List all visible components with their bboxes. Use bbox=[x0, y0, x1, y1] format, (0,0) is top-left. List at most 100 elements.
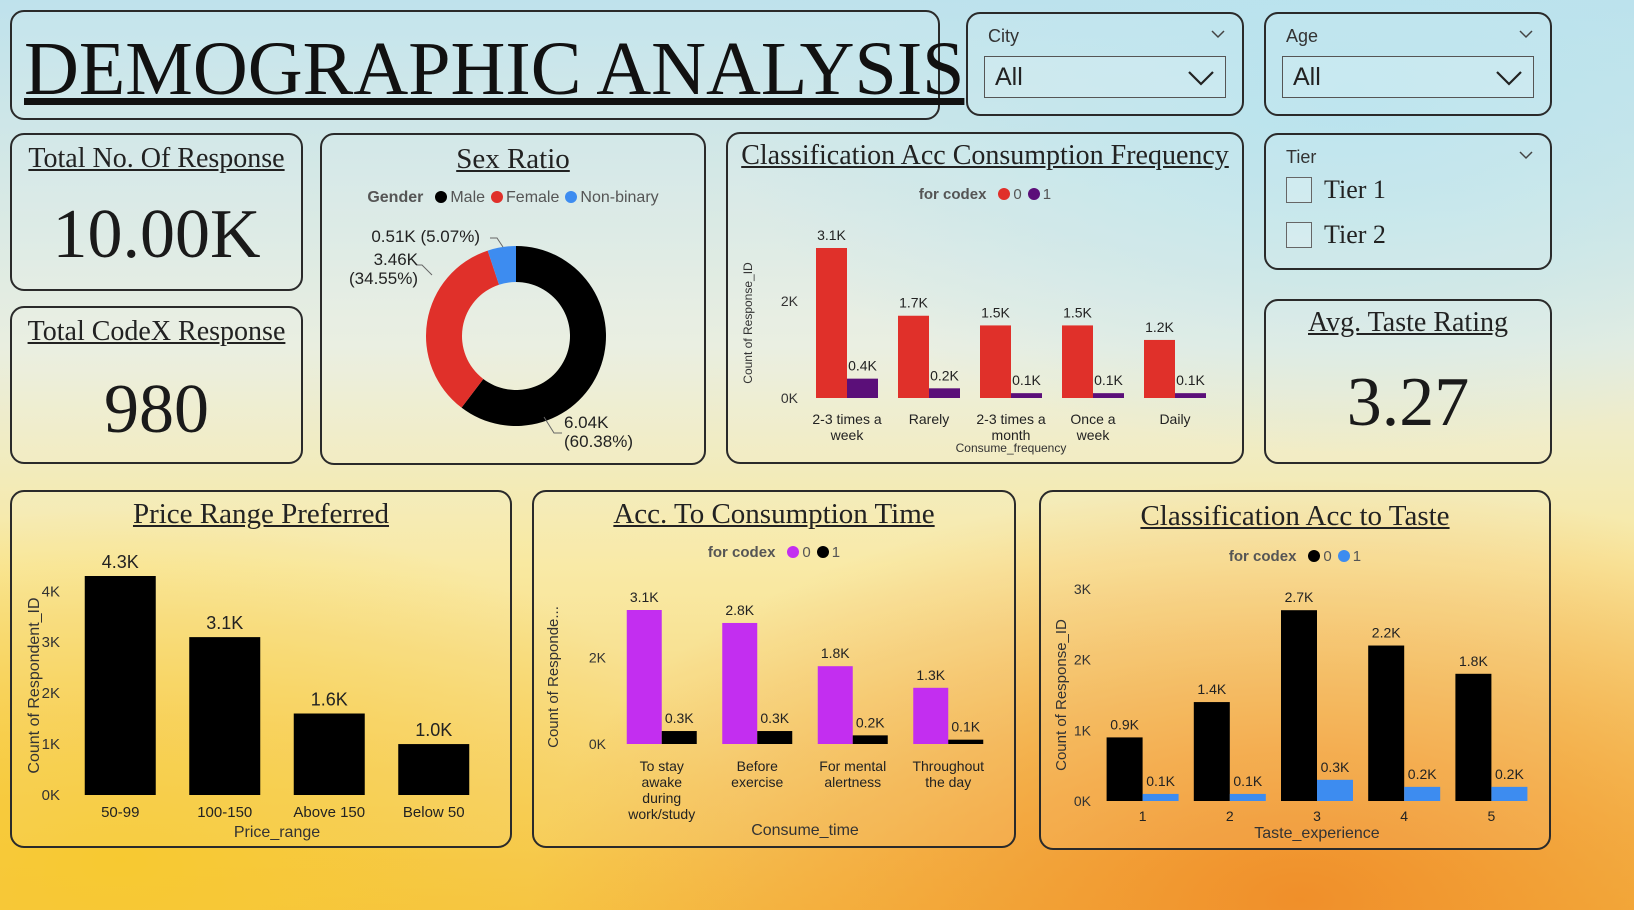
x-tick-label: the day bbox=[925, 774, 971, 790]
tier-option-label: Tier 1 bbox=[1324, 175, 1386, 204]
consumption-frequency-chart[interactable]: 0K 2K Count of Response_ID Consume_frequenc… bbox=[728, 134, 1242, 462]
city-slicer[interactable]: City All bbox=[966, 12, 1244, 116]
price-range-title: Price Range Preferred bbox=[132, 498, 390, 530]
data-label: 0.1K bbox=[951, 719, 980, 735]
chevron-down-icon[interactable] bbox=[1518, 147, 1534, 163]
data-label: 0.2K bbox=[1408, 766, 1437, 782]
data-label: 1.8K bbox=[821, 645, 850, 661]
city-dropdown[interactable]: All bbox=[984, 56, 1226, 98]
legend-title: for codex bbox=[707, 544, 776, 561]
age-dropdown-value: All bbox=[1293, 63, 1321, 91]
x-tick-label: For mental bbox=[819, 758, 886, 774]
x-axis-label: Consume_time bbox=[751, 822, 859, 839]
total-responses-card: Total No. Of Response 10.00K bbox=[10, 133, 303, 291]
bar bbox=[816, 248, 847, 398]
data-label: 0.1K bbox=[1176, 372, 1205, 388]
chevron-down-icon[interactable] bbox=[1518, 26, 1534, 42]
age-dropdown[interactable]: All bbox=[1282, 56, 1534, 98]
x-tick-label: Rarely bbox=[909, 411, 949, 427]
data-label: 0.4K bbox=[848, 358, 877, 374]
legend-title: for codex bbox=[918, 186, 987, 203]
y-tick-label: 2K bbox=[42, 685, 60, 702]
bar bbox=[1175, 393, 1206, 398]
consumption-frequency-legend: for codex 0 1 bbox=[728, 186, 1242, 203]
data-label: 0.3K bbox=[665, 710, 694, 726]
data-label: 0.9K bbox=[1110, 716, 1139, 732]
donut-slice bbox=[461, 246, 606, 427]
data-label: 0.3K bbox=[1321, 759, 1350, 775]
x-tick-label: Once a bbox=[1070, 411, 1115, 427]
x-tick-label: Before bbox=[737, 758, 778, 774]
y-tick-label: 0K bbox=[1074, 793, 1092, 809]
bar bbox=[1142, 793, 1179, 801]
age-slicer[interactable]: Age All bbox=[1264, 12, 1552, 116]
title-panel: DEMOGRAPHIC ANALYSIS bbox=[10, 10, 964, 120]
age-slicer-label: Age bbox=[1286, 26, 1319, 46]
x-tick-label: 100-150 bbox=[197, 804, 252, 821]
chevron-down-icon[interactable] bbox=[1210, 26, 1226, 42]
bar bbox=[722, 622, 758, 744]
x-tick-label: week bbox=[1076, 427, 1111, 443]
avg-taste-card: Avg. Taste Rating 3.27 bbox=[1264, 299, 1552, 464]
y-tick-label: 2K bbox=[781, 293, 799, 309]
y-tick-label: 2K bbox=[589, 650, 607, 666]
x-tick-label: To stay bbox=[640, 758, 684, 774]
x-tick-label: Throughout bbox=[912, 758, 984, 774]
checkbox[interactable] bbox=[1286, 177, 1312, 203]
bar bbox=[898, 315, 929, 398]
bar bbox=[913, 687, 949, 744]
legend-title: Gender bbox=[367, 189, 424, 206]
bar bbox=[1455, 673, 1492, 801]
data-label: (34.55%) bbox=[349, 269, 418, 288]
x-tick-label: alertness bbox=[824, 774, 881, 790]
x-tick-label: work/study bbox=[627, 806, 695, 822]
avg-taste-label: Avg. Taste Rating bbox=[1308, 307, 1508, 338]
city-dropdown-value: All bbox=[995, 63, 1023, 91]
donut-slice bbox=[487, 246, 516, 285]
dashboard-title: DEMOGRAPHIC ANALYSIS bbox=[24, 27, 965, 111]
checkbox[interactable] bbox=[1286, 222, 1312, 248]
x-tick-label: exercise bbox=[731, 774, 783, 790]
data-label: 0.1K bbox=[1094, 372, 1123, 388]
bar bbox=[1491, 786, 1528, 801]
taste-chart[interactable]: 0K 1K 2K 3K Count of Response_ID Taste_experi… bbox=[1041, 492, 1549, 848]
leader-line bbox=[490, 237, 504, 248]
x-tick-label: 2 bbox=[1226, 808, 1234, 824]
consumption-time-chart[interactable]: 0K 2K Count of Responde... Consume_time 3.1K… bbox=[534, 492, 1014, 846]
taste-legend: for codex 0 1 bbox=[1041, 548, 1549, 565]
legend-1: 1 bbox=[831, 544, 841, 561]
x-tick-label: week bbox=[830, 427, 865, 443]
bar bbox=[852, 735, 888, 744]
data-label: 2.2K bbox=[1372, 625, 1401, 641]
sex-ratio-donut[interactable]: 6.04K(60.38%) 3.46K(34.55%) 0.51K (5.07%) bbox=[322, 135, 704, 463]
legend-0: 0 bbox=[1323, 548, 1332, 565]
tier-slicer[interactable]: Tier Tier 1 Tier 2 bbox=[1264, 133, 1552, 270]
x-tick-label: Below 50 bbox=[403, 804, 465, 821]
sex-ratio-legend: Gender Male Female Non-binary bbox=[322, 189, 704, 207]
bar bbox=[847, 378, 878, 398]
x-tick-label: awake bbox=[642, 774, 683, 790]
total-responses-value: 10.00K bbox=[52, 196, 261, 273]
y-tick-label: 0K bbox=[589, 736, 607, 752]
data-label: 0.2K bbox=[1495, 766, 1524, 782]
taste-title: Classification Acc to Taste bbox=[1140, 500, 1450, 532]
taste-panel: Classification Acc to Taste for codex 0 1 … bbox=[1039, 490, 1551, 850]
x-tick-label: month bbox=[992, 427, 1031, 443]
legend-female: Female bbox=[506, 189, 560, 206]
bar bbox=[661, 731, 697, 744]
x-tick-label: 4 bbox=[1400, 808, 1408, 824]
data-label: 3.1K bbox=[817, 227, 846, 243]
y-tick-label: 2K bbox=[1074, 652, 1092, 668]
data-label: 3.1K bbox=[630, 589, 659, 605]
data-label: 1.2K bbox=[1145, 319, 1174, 335]
x-tick-label: 5 bbox=[1488, 808, 1496, 824]
x-tick-label: 3 bbox=[1313, 808, 1321, 824]
bar bbox=[293, 713, 365, 795]
data-label: 1.3K bbox=[916, 667, 945, 683]
city-slicer-label: City bbox=[988, 26, 1019, 46]
consumption-time-title: Acc. To Consumption Time bbox=[613, 498, 935, 530]
tier-option-label: Tier 2 bbox=[1324, 220, 1386, 249]
leader-line bbox=[416, 264, 433, 276]
bar bbox=[1193, 702, 1230, 801]
